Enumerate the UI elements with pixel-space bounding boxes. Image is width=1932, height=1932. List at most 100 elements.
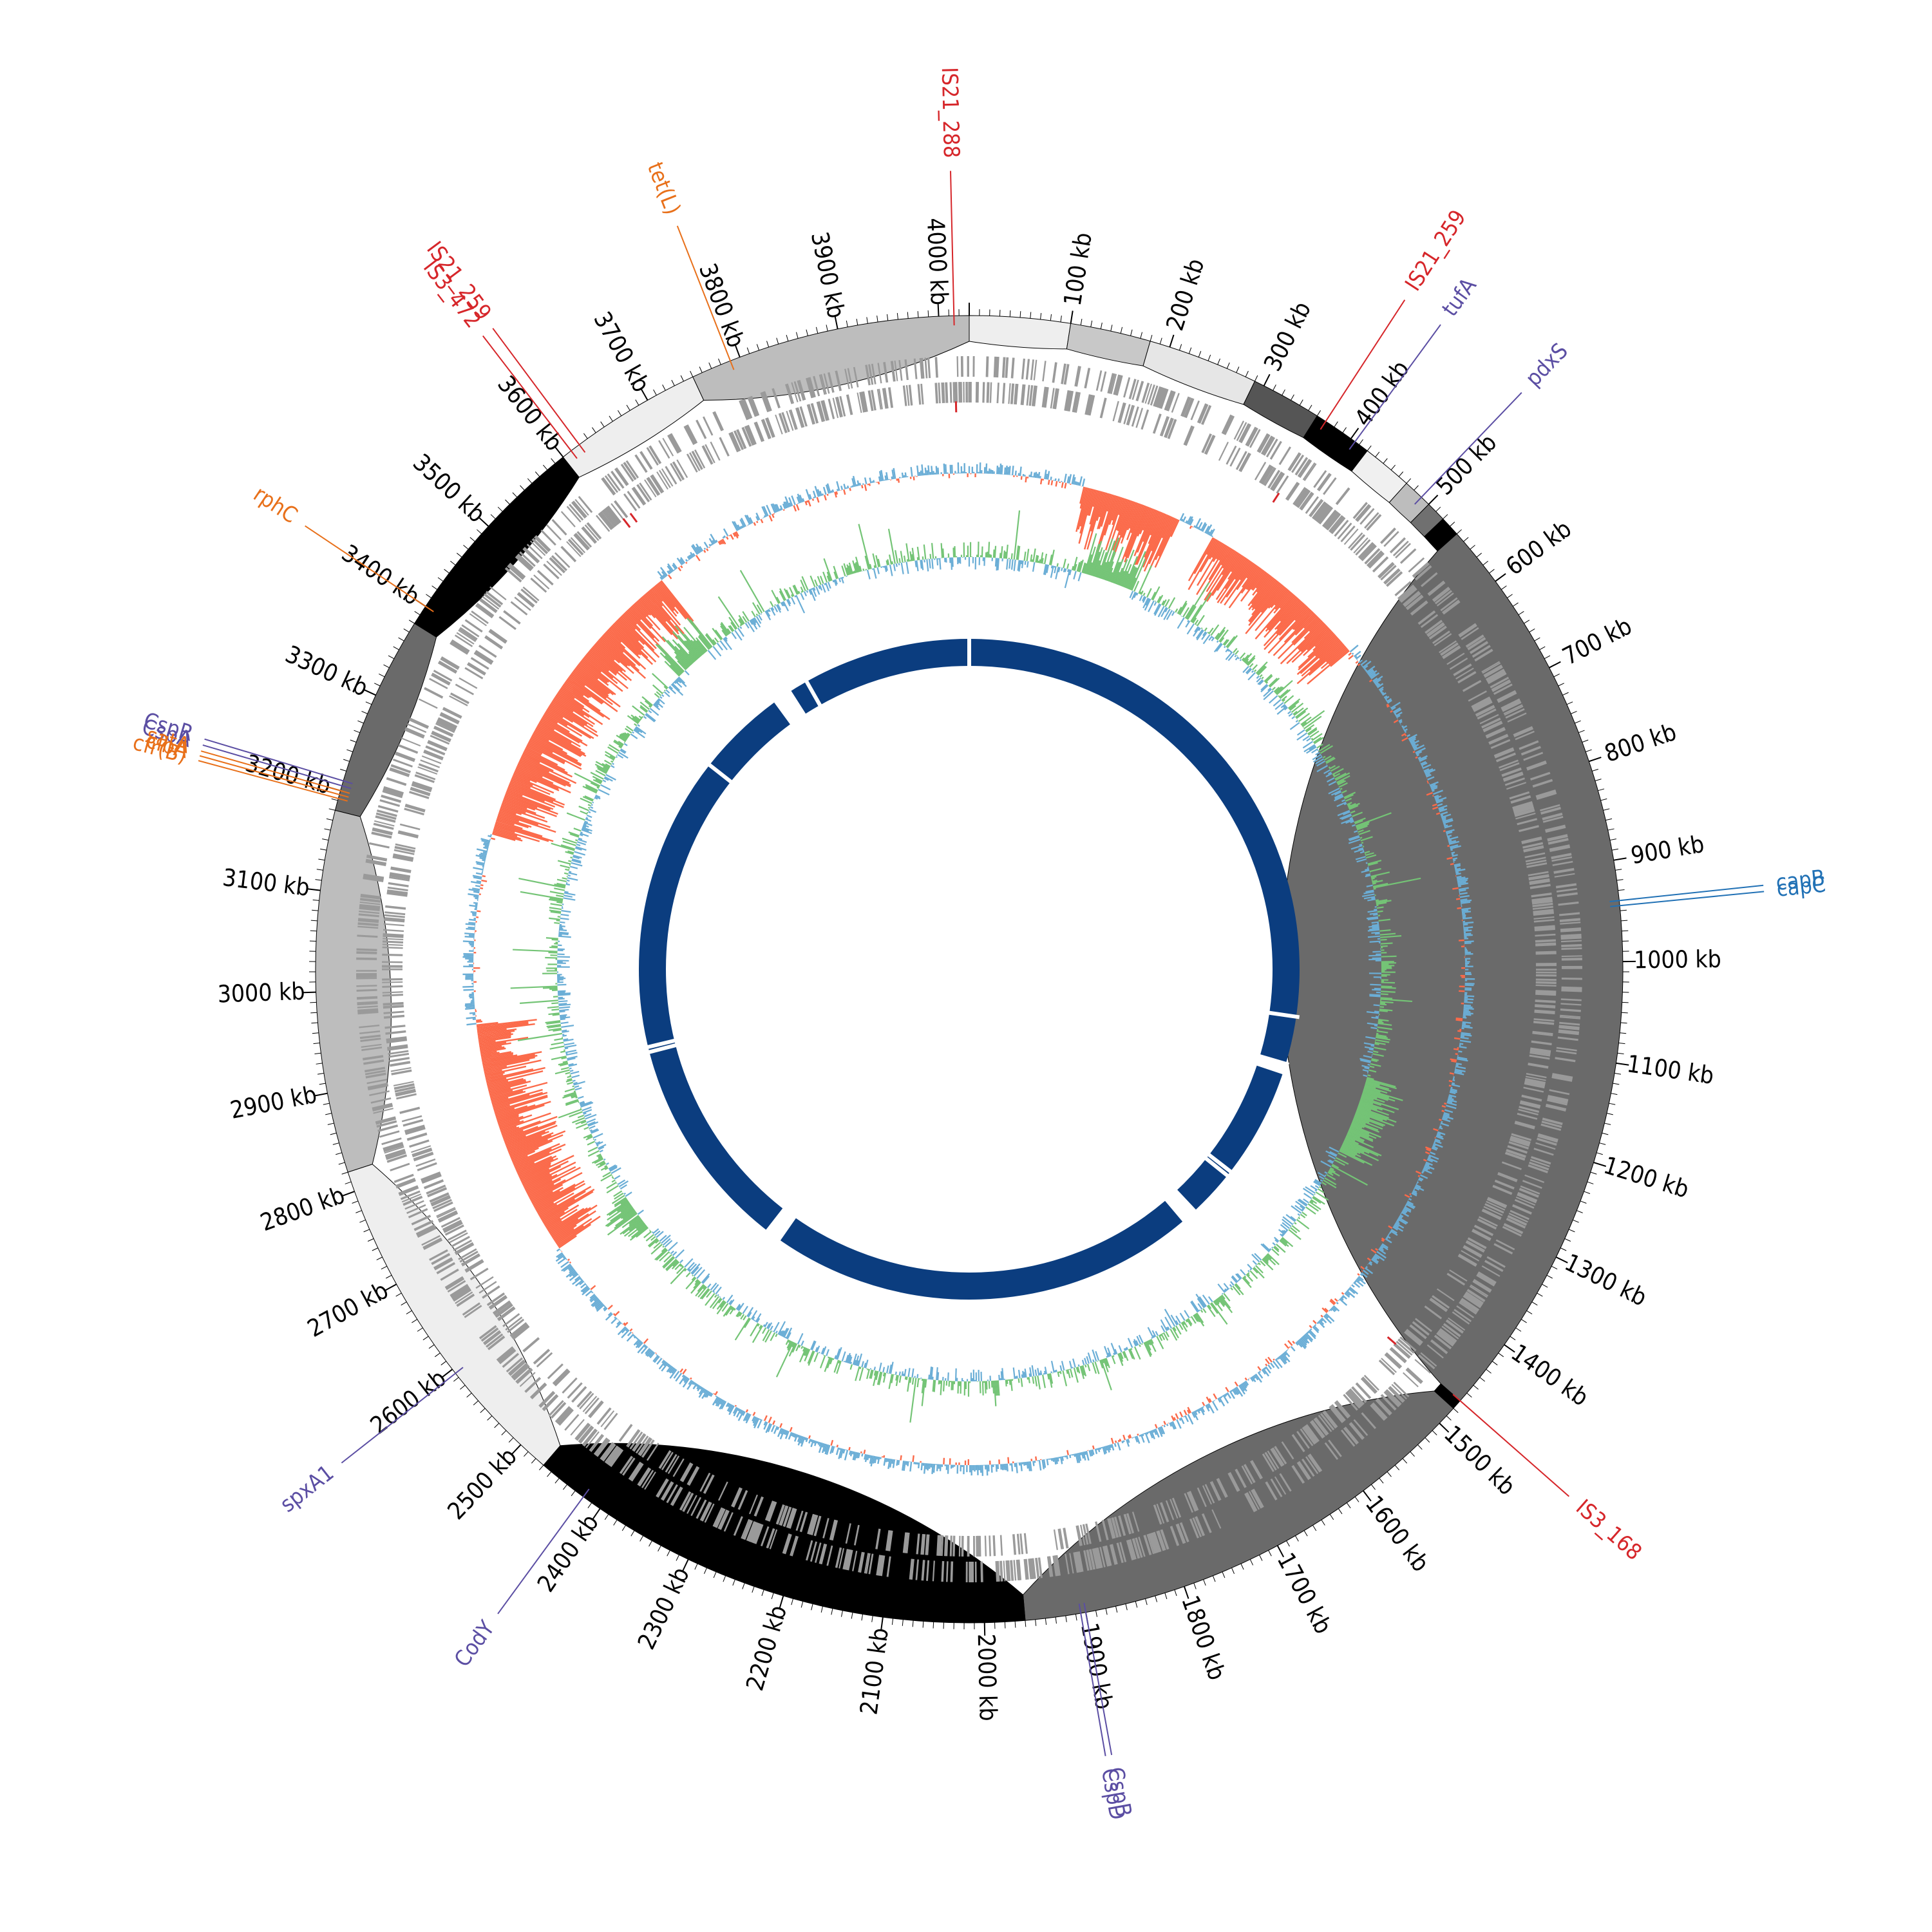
gene-mark bbox=[360, 893, 381, 898]
skew-bar bbox=[1334, 795, 1344, 802]
gene-mark bbox=[459, 628, 477, 641]
gc-bar bbox=[534, 730, 582, 757]
gene-mark bbox=[382, 985, 403, 988]
skew-bar bbox=[1309, 745, 1316, 751]
gc-bar bbox=[1248, 582, 1281, 622]
gene-mark bbox=[639, 451, 653, 470]
skew-bar bbox=[1175, 1320, 1179, 1325]
gene-mark bbox=[578, 1425, 593, 1443]
skew-bar bbox=[1356, 1108, 1387, 1121]
gc-bar bbox=[1353, 1282, 1361, 1288]
gc-bar bbox=[728, 1405, 735, 1416]
gc-bar bbox=[643, 594, 679, 635]
tick-label: 2800 kb bbox=[257, 1181, 348, 1237]
gc-bar bbox=[1161, 516, 1173, 538]
gc-bar bbox=[657, 571, 665, 580]
gene-mark bbox=[1479, 714, 1499, 724]
gc-bar bbox=[1365, 1267, 1374, 1274]
gene-mark bbox=[859, 1552, 865, 1573]
gene-mark bbox=[1302, 1458, 1315, 1477]
gene-mark bbox=[389, 768, 410, 777]
skew-bar bbox=[1372, 880, 1383, 884]
gene-mark bbox=[436, 1262, 456, 1274]
skew-bar bbox=[1325, 773, 1332, 777]
gene-mark bbox=[1148, 1533, 1156, 1554]
skew-bar bbox=[1230, 1281, 1235, 1286]
gene-mark bbox=[1515, 812, 1536, 820]
gc-bar bbox=[1287, 1340, 1293, 1347]
skew-bar bbox=[1211, 637, 1215, 641]
gene-mark bbox=[1504, 705, 1524, 716]
gc-bar bbox=[1291, 616, 1319, 643]
gc-bar bbox=[560, 1261, 569, 1268]
minor-tick bbox=[658, 1545, 661, 1552]
gc-bar bbox=[1054, 1457, 1057, 1465]
gene-mark bbox=[386, 1151, 406, 1160]
gc-bar bbox=[565, 680, 589, 699]
gene-mark bbox=[1459, 1300, 1478, 1314]
skew-bar bbox=[1305, 1206, 1316, 1215]
skew-bar bbox=[1377, 1026, 1392, 1030]
gc-bar bbox=[473, 876, 482, 880]
gc-bar bbox=[519, 759, 570, 784]
gene-mark bbox=[1466, 1289, 1486, 1303]
gc-bar bbox=[1295, 1341, 1299, 1346]
gc-bar bbox=[1303, 620, 1323, 639]
skew-bar bbox=[1131, 591, 1136, 600]
gene-mark bbox=[993, 356, 996, 377]
gene-mark bbox=[414, 774, 435, 783]
skew-bar bbox=[1356, 825, 1368, 831]
gc-bar bbox=[1373, 676, 1383, 683]
gene-mark bbox=[1494, 1179, 1515, 1190]
gc-bar bbox=[773, 513, 775, 515]
minor-tick bbox=[1590, 1171, 1597, 1175]
gc-bar bbox=[524, 1175, 553, 1190]
gene-mark bbox=[475, 603, 494, 619]
gene-mark bbox=[1481, 1265, 1501, 1277]
gene-mark bbox=[600, 1410, 615, 1428]
gene-mark bbox=[1291, 454, 1305, 473]
gene-mark bbox=[985, 356, 989, 377]
gc-bar bbox=[654, 1356, 660, 1363]
gene-mark bbox=[1340, 1429, 1356, 1447]
major-tick bbox=[640, 388, 649, 401]
gc-bar bbox=[1443, 823, 1446, 826]
gene-mark bbox=[1535, 991, 1557, 994]
gc-bar bbox=[482, 851, 488, 854]
skew-bar bbox=[1193, 1314, 1198, 1322]
gc-bar bbox=[477, 1028, 517, 1036]
gc-bar bbox=[708, 538, 714, 545]
skew-bar bbox=[1343, 1141, 1370, 1154]
gene-mark bbox=[569, 504, 584, 521]
gc-bar bbox=[779, 508, 782, 511]
gene-mark bbox=[1535, 1005, 1556, 1009]
gene-mark bbox=[1559, 912, 1580, 916]
gene-mark bbox=[1414, 565, 1432, 581]
major-tick bbox=[834, 316, 838, 329]
gene-mark bbox=[618, 1424, 633, 1442]
gc-bar bbox=[488, 835, 492, 838]
gc-bar bbox=[1151, 514, 1169, 552]
gene-mark bbox=[1360, 544, 1376, 561]
skew-bar bbox=[1265, 681, 1269, 684]
gc-bar bbox=[506, 789, 523, 797]
gene-mark bbox=[1533, 1148, 1554, 1156]
gene-mark bbox=[460, 1253, 480, 1265]
gc-bar bbox=[1421, 1171, 1424, 1174]
gene-mark bbox=[1316, 473, 1331, 491]
skew-bar bbox=[1260, 685, 1269, 693]
skew-bar bbox=[1175, 608, 1179, 613]
gene-mark bbox=[1534, 927, 1555, 932]
gc-bar bbox=[470, 880, 481, 884]
minor-tick bbox=[1268, 1550, 1272, 1557]
gene-mark bbox=[484, 636, 502, 650]
minor-tick bbox=[310, 920, 317, 922]
gc-bar bbox=[542, 715, 570, 733]
gene-mark bbox=[356, 996, 378, 1000]
gene-mark bbox=[1391, 1384, 1407, 1399]
skew-bar bbox=[1018, 560, 1021, 572]
gene-mark bbox=[1459, 625, 1477, 638]
gene-mark bbox=[538, 1390, 554, 1407]
gc-bar bbox=[1066, 476, 1070, 484]
minor-tick bbox=[1303, 1530, 1308, 1537]
